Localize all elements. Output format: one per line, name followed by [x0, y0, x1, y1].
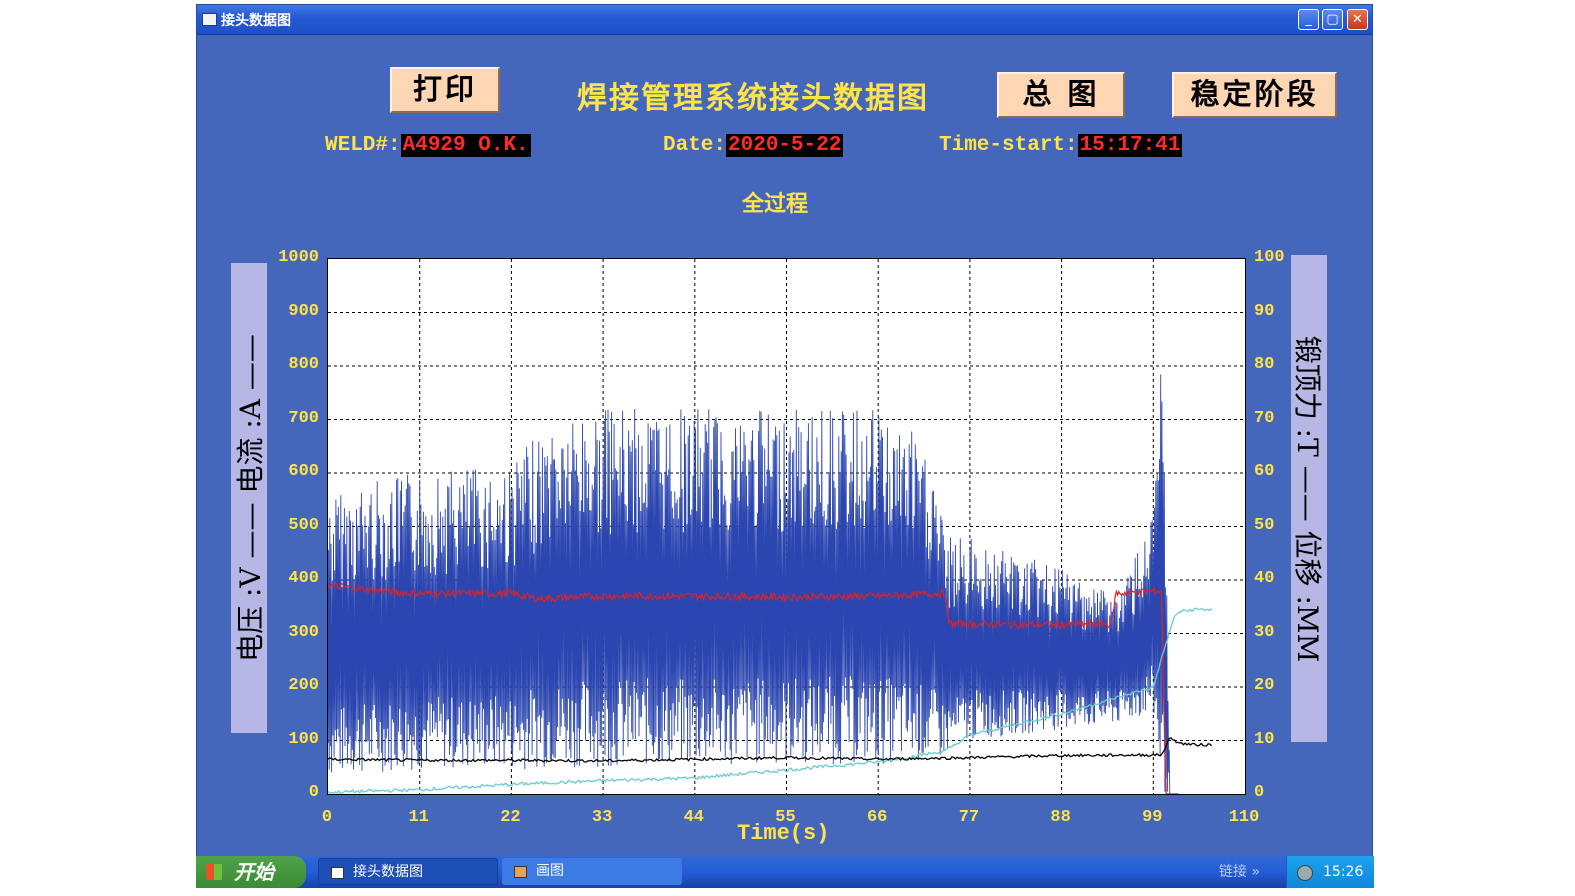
plot-area [327, 258, 1246, 795]
y-tick-left: 700 [288, 408, 319, 428]
taskbar: 开始 接头数据图 画图 链接 » 15:26 [196, 856, 1374, 888]
title-bar[interactable]: 接头数据图 _ ▢ ✕ [197, 5, 1372, 35]
series-displacement-line [328, 607, 1213, 794]
date-value: 2020-5-22 [726, 134, 844, 157]
app-window: 接头数据图 _ ▢ ✕ 打印 焊接管理系统接头数据图 总 图 稳定阶段 WELD… [196, 4, 1373, 857]
x-tick: 0 [321, 808, 333, 827]
taskbar-item-label: 画图 [536, 863, 564, 879]
stable-stage-button[interactable]: 稳定阶段 [1172, 72, 1337, 118]
y-tick-right: 90 [1254, 301, 1275, 321]
left-axis-label-panel: 电压 :V —— 电流 :A —— [231, 263, 267, 733]
weld-info: WELD#:A4929 O.K. [325, 134, 531, 157]
weld-label: WELD#: [325, 134, 401, 157]
x-tick: 22 [500, 808, 521, 827]
y-tick-right: 10 [1254, 729, 1275, 749]
window-icon [331, 867, 344, 879]
x-tick: 99 [1142, 808, 1163, 827]
x-tick: 110 [1228, 808, 1260, 827]
x-axis-label: Time(s) [737, 821, 830, 846]
time-info: Time-start:15:17:41 [939, 134, 1183, 157]
time-start-value: 15:17:41 [1077, 134, 1183, 157]
chart-svg [328, 259, 1245, 794]
taskbar-item-label: 接头数据图 [353, 864, 423, 880]
x-tick: 33 [591, 808, 613, 827]
weld-value: A4929 O.K. [400, 134, 531, 157]
y-tick-left: 100 [288, 729, 319, 749]
x-tick: 77 [958, 808, 980, 827]
paint-icon [514, 866, 527, 878]
y-tick-right: 60 [1254, 462, 1275, 481]
y-tick-right: 0 [1254, 783, 1265, 802]
y-tick-right: 40 [1254, 569, 1275, 588]
y-tick-left: 600 [288, 462, 319, 481]
y-tick-right: 70 [1254, 408, 1275, 428]
right-axis-label-panel: 锻顶力 :T —— 位移 :MM [1291, 255, 1327, 742]
right-axis-label: 锻顶力 :T —— 位移 :MM [1291, 335, 1324, 662]
y-tick-left: 900 [288, 301, 319, 321]
y-tick-left: 300 [288, 622, 319, 642]
print-button[interactable]: 打印 [390, 67, 500, 113]
y-tick-left: 0 [308, 783, 319, 802]
y-tick-right: 80 [1254, 355, 1275, 374]
links-toolbar[interactable]: 链接 » [1219, 864, 1261, 880]
series-voltage-line [328, 582, 1179, 794]
close-button[interactable]: ✕ [1347, 9, 1368, 30]
series-force-line [328, 737, 1213, 763]
window-title: 接头数据图 [221, 13, 291, 29]
y-tick-left: 200 [288, 676, 319, 695]
start-label: 开始 [234, 860, 274, 884]
system-tray: 15:26 [1286, 856, 1374, 888]
windows-logo-icon [206, 864, 222, 880]
x-tick: 66 [866, 808, 888, 827]
clock: 15:26 [1323, 864, 1364, 880]
y-tick-left: 500 [288, 515, 319, 535]
date-info: Date:2020-5-22 [663, 134, 844, 157]
x-tick: 11 [408, 808, 429, 827]
maximize-button[interactable]: ▢ [1322, 9, 1343, 30]
y-tick-right: 30 [1254, 622, 1275, 642]
window-icon [202, 13, 217, 26]
page-title: 焊接管理系统接头数据图 [577, 81, 929, 116]
y-tick-left: 800 [288, 355, 319, 374]
x-tick: 55 [775, 808, 796, 827]
volume-icon[interactable] [1297, 865, 1313, 881]
main-content: 打印 焊接管理系统接头数据图 总 图 稳定阶段 WELD#:A4929 O.K.… [197, 35, 1372, 857]
chart-title: 全过程 [742, 191, 809, 217]
x-tick: 44 [683, 808, 704, 827]
time-start-label: Time-start: [939, 134, 1078, 157]
minimize-button[interactable]: _ [1298, 9, 1319, 30]
y-tick-right: 100 [1254, 248, 1285, 267]
y-tick-right: 20 [1254, 676, 1275, 695]
x-tick: 88 [1050, 808, 1071, 827]
left-axis-label: 电压 :V —— 电流 :A —— [234, 334, 267, 662]
taskbar-item-weld-chart[interactable]: 接头数据图 [318, 858, 498, 885]
date-label: Date: [663, 134, 727, 157]
y-tick-left: 400 [288, 569, 319, 588]
y-tick-left: 1000 [278, 248, 319, 267]
overview-button[interactable]: 总 图 [997, 72, 1125, 118]
taskbar-item-paint[interactable]: 画图 [502, 858, 682, 885]
start-button[interactable]: 开始 [196, 856, 306, 888]
y-tick-right: 50 [1254, 515, 1275, 535]
series-current-line [328, 374, 1179, 794]
